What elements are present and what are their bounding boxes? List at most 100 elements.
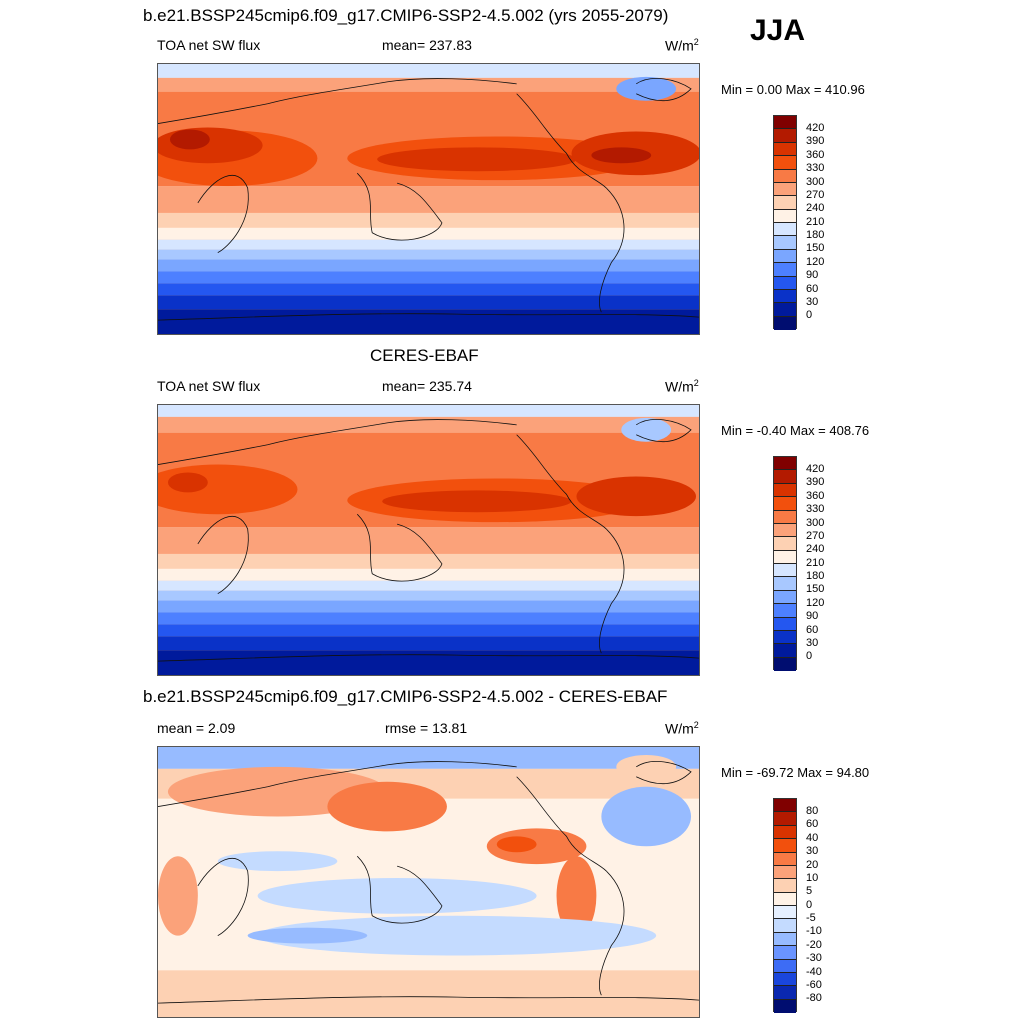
colorbar-tick-label: 60 [806, 282, 819, 295]
colorbar-swatch [774, 303, 796, 317]
panel-2-title: CERES-EBAF [370, 346, 479, 365]
colorbar-tick-label: 30 [806, 295, 819, 308]
colorbar-tick-label: -80 [806, 992, 822, 1005]
colorbar-tick-label: -20 [806, 938, 822, 951]
colorbar-tick-label: 300 [806, 175, 825, 188]
colorbar-swatch [774, 946, 796, 960]
colorbar-tick-label: 20 [806, 858, 819, 871]
colorbar-swatch [774, 497, 796, 511]
panel-3-map [157, 746, 700, 1018]
colorbar-tick-label: 150 [806, 242, 825, 255]
colorbar-tick-label: 90 [806, 610, 819, 623]
colorbar-swatch [774, 906, 796, 920]
colorbar-swatch [774, 249, 796, 264]
colorbar-swatch [774, 129, 796, 143]
colorbar-swatch [774, 644, 796, 658]
colorbar-swatch [774, 812, 796, 826]
colorbar-swatch [774, 209, 796, 223]
colorbar-swatch [774, 316, 796, 330]
colorbar-tick-label: -5 [806, 912, 816, 924]
panel-2-variable-label: TOA net SW flux [157, 378, 261, 394]
colorbar-tick-label: 150 [806, 583, 825, 596]
colorbar-swatch [774, 457, 796, 471]
colorbar-swatch [774, 972, 796, 987]
colorbar-tick-label: 60 [806, 818, 819, 831]
panel-3-mean-label: mean = 2.09 [157, 720, 236, 736]
colorbar-tick-label: 330 [806, 162, 825, 175]
colorbar-tick-label: 420 [806, 122, 825, 134]
panel-1-map [157, 63, 700, 335]
colorbar-tick-label: 270 [806, 188, 825, 201]
colorbar-swatch [774, 590, 796, 605]
colorbar-swatch [774, 577, 796, 591]
colorbar-tick-label: 5 [806, 885, 813, 898]
colorbar-tick-label: 180 [806, 229, 825, 241]
colorbar-swatch [774, 223, 796, 237]
colorbar-swatch [774, 537, 796, 551]
colorbar-tick-label: 30 [806, 845, 819, 858]
colorbar-tick-label: 360 [806, 489, 825, 502]
panel-3-units: W/m2 [665, 720, 699, 737]
colorbar-tick-label: 0 [806, 650, 813, 663]
colorbar-tick-label: 240 [806, 543, 825, 556]
panel-1-colorbar [773, 115, 797, 330]
colorbar-swatch [774, 276, 796, 290]
colorbar-tick-label: 210 [806, 556, 825, 569]
colorbar-swatch [774, 839, 796, 853]
colorbar-swatch [774, 116, 796, 130]
panel-1-title: b.e21.BSSP245cmip6.f09_g17.CMIP6-SSP2-4.… [143, 6, 669, 25]
colorbar-tick-label: -40 [806, 965, 822, 978]
colorbar-tick-label: 330 [806, 503, 825, 516]
colorbar-tick-label: 360 [806, 148, 825, 161]
colorbar-tick-label: 120 [806, 255, 825, 268]
colorbar-swatch [774, 892, 796, 906]
panel-1-units: W/m2 [665, 37, 699, 54]
colorbar-swatch [774, 986, 796, 1000]
panel-2-colorbar [773, 456, 797, 671]
colorbar-swatch [774, 236, 796, 250]
colorbar-swatch [774, 959, 796, 973]
colorbar-tick-label: 0 [806, 309, 813, 322]
panel-1-mean-label: mean= 237.83 [382, 37, 472, 53]
colorbar-tick-label: 240 [806, 202, 825, 215]
colorbar-swatch [774, 169, 796, 183]
panel-3-colorbar [773, 798, 797, 1013]
colorbar-swatch [774, 182, 796, 197]
colorbar-swatch [774, 630, 796, 645]
colorbar-tick-label: 180 [806, 570, 825, 582]
colorbar-swatch [774, 289, 796, 304]
colorbar-swatch [774, 617, 796, 631]
panel-2-minmax: Min = -0.40 Max = 408.76 [721, 423, 870, 438]
colorbar-tick-label: 60 [806, 623, 819, 636]
colorbar-tick-label: 40 [806, 831, 819, 844]
colorbar-swatch [774, 919, 796, 933]
colorbar-tick-label: 90 [806, 269, 819, 282]
colorbar-tick-label: -30 [806, 952, 822, 965]
colorbar-swatch [774, 142, 796, 157]
colorbar-swatch [774, 550, 796, 564]
panel-2-units: W/m2 [665, 378, 699, 395]
panel-1-minmax: Min = 0.00 Max = 410.96 [721, 82, 865, 97]
colorbar-tick-label: 300 [806, 516, 825, 529]
colorbar-swatch [774, 263, 796, 277]
colorbar-tick-label: 390 [806, 135, 825, 148]
season-label: JJA [750, 14, 806, 47]
colorbar-tick-label: 30 [806, 636, 819, 649]
panel-2-map [157, 404, 700, 676]
colorbar-swatch [774, 483, 796, 498]
colorbar-swatch [774, 932, 796, 947]
colorbar-swatch [774, 523, 796, 538]
colorbar-swatch [774, 156, 796, 170]
colorbar-tick-label: 0 [806, 898, 813, 911]
colorbar-swatch [774, 564, 796, 578]
colorbar-swatch [774, 604, 796, 618]
panel-3-rmse-label: rmse = 13.81 [385, 720, 468, 736]
colorbar-swatch [774, 510, 796, 524]
colorbar-tick-label: -10 [806, 925, 822, 938]
colorbar-tick-label: 390 [806, 476, 825, 489]
panel-3-minmax: Min = -69.72 Max = 94.80 [721, 765, 870, 780]
colorbar-swatch [774, 999, 796, 1013]
colorbar-swatch [774, 470, 796, 484]
colorbar-tick-label: 80 [806, 805, 819, 817]
colorbar-swatch [774, 196, 796, 210]
